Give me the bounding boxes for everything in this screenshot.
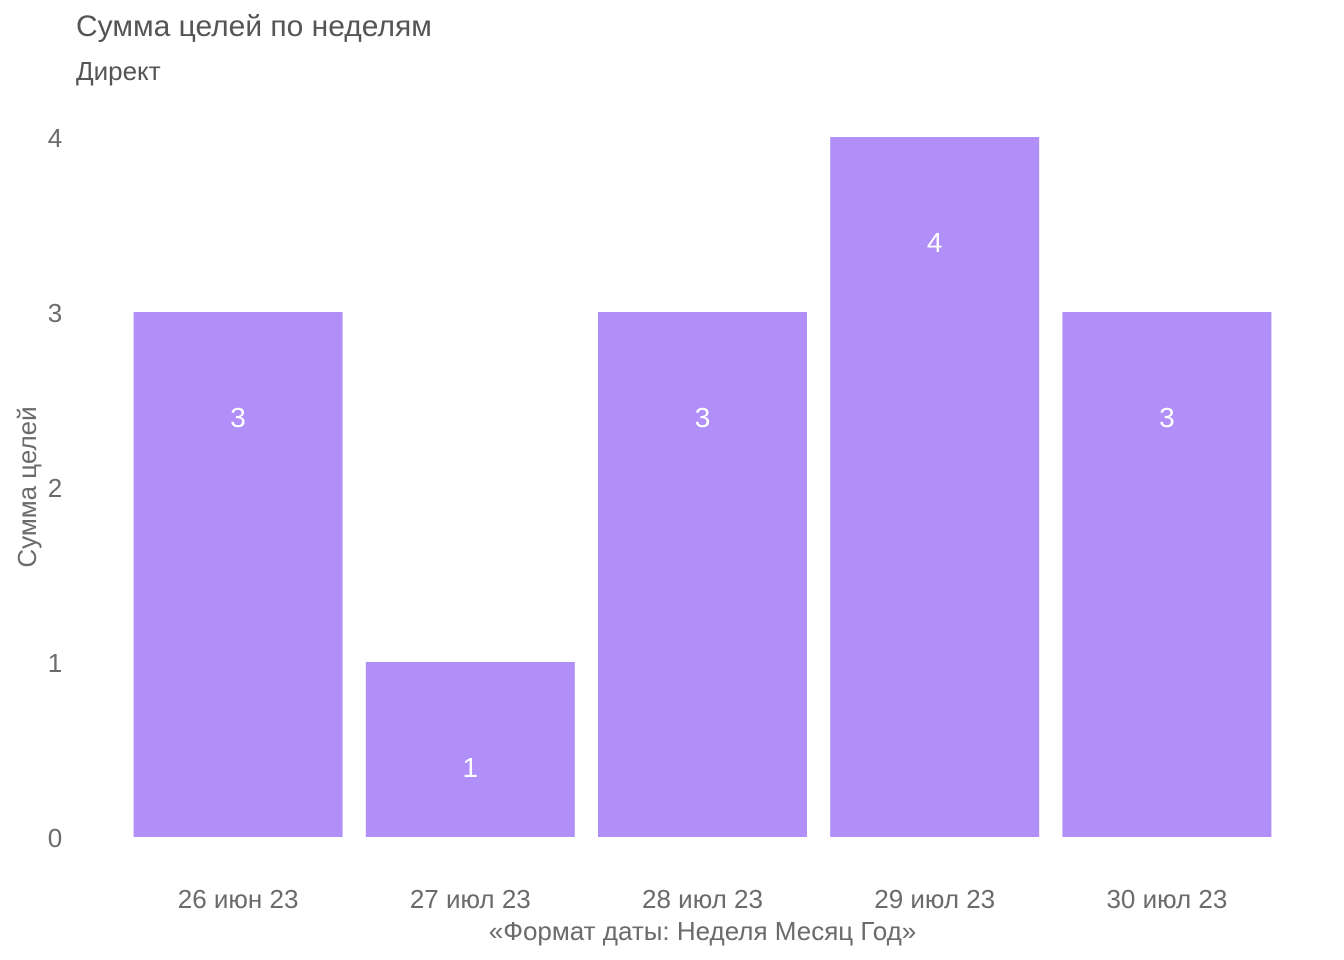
x-axis-ticks: 26 июн 23 27 июл 23 28 июл 23 29 июл 23 30 и… <box>178 884 1228 914</box>
x-tick-label: 27 июл 23 <box>410 884 531 914</box>
bar-data-label: 3 <box>1159 402 1175 433</box>
x-tick-label: 29 июл 23 <box>874 884 995 914</box>
x-tick-label: 28 июл 23 <box>642 884 763 914</box>
x-axis-title: «Формат даты: Неделя Месяц Год» <box>489 916 917 946</box>
x-tick-label: 26 июн 23 <box>178 884 299 914</box>
x-tick-label: 30 июл 23 <box>1106 884 1227 914</box>
bar[interactable] <box>365 662 575 837</box>
bar-data-label: 3 <box>230 402 246 433</box>
y-tick-label: 0 <box>48 823 62 853</box>
bar-data-label: 1 <box>463 752 479 783</box>
y-tick-label: 2 <box>48 473 62 503</box>
bar[interactable] <box>598 312 807 837</box>
bars <box>133 137 1272 837</box>
bar[interactable] <box>830 137 1040 837</box>
bar[interactable] <box>133 312 343 837</box>
y-tick-label: 1 <box>48 648 62 678</box>
chart-subtitle: Директ <box>76 56 161 86</box>
y-tick-label: 3 <box>48 298 62 328</box>
bar[interactable] <box>1062 312 1272 837</box>
bar-data-label: 3 <box>695 402 711 433</box>
y-axis-ticks: 0 1 2 3 4 <box>48 123 62 853</box>
y-tick-label: 4 <box>48 123 62 153</box>
chart-title: Сумма целей по неделям <box>76 10 432 43</box>
bar-data-label: 4 <box>927 227 943 258</box>
y-axis-title: Сумма целей <box>12 406 42 567</box>
bar-data-labels: 3 1 3 4 3 <box>230 227 1174 783</box>
